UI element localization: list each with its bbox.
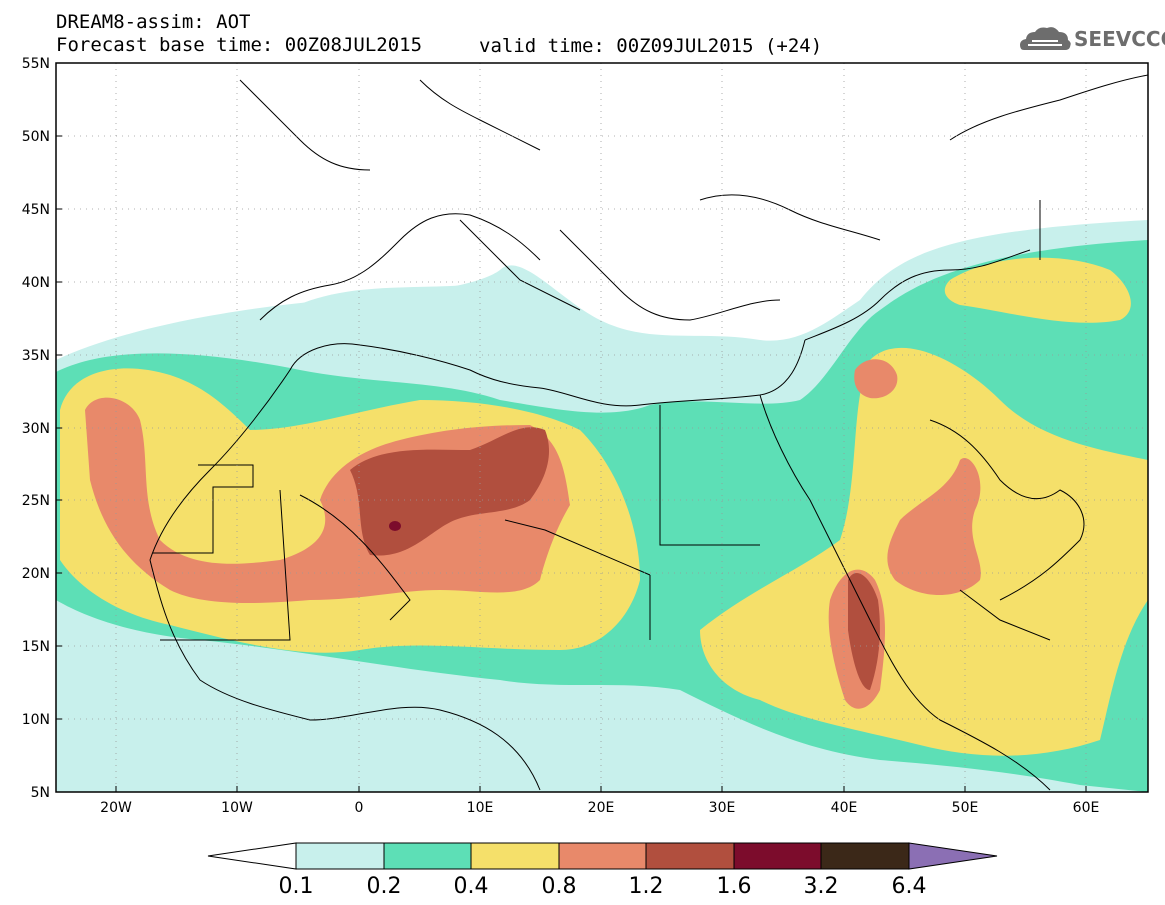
lat-label: 20N	[22, 566, 50, 582]
cloud-icon	[1020, 27, 1071, 50]
colorbar-labels: 0.1 0.2 0.4 0.8 1.2 1.6 3.2 6.4	[279, 874, 927, 899]
colorbar-label: 0.8	[542, 874, 577, 899]
aot-band-0.8-iraq	[854, 359, 898, 399]
lat-label: 50N	[22, 129, 50, 145]
lon-label: 10W	[221, 800, 253, 816]
lat-label: 10N	[22, 712, 50, 728]
coastlines	[149, 74, 1148, 791]
lat-label: 55N	[22, 56, 50, 72]
colorbar-bin	[558, 842, 647, 870]
colorbar-bin	[645, 842, 735, 870]
tick-marks	[56, 62, 1087, 793]
colorbar-label: 0.4	[454, 874, 489, 899]
colorbar-over-arrow	[908, 842, 998, 870]
lat-label: 45N	[22, 202, 50, 218]
valid-time: valid time: 00Z09JUL2015 (+24)	[479, 35, 823, 57]
lat-label: 25N	[22, 493, 50, 509]
logo-text: SEEVCCC	[1074, 27, 1165, 51]
lon-label: 30E	[709, 800, 736, 816]
aot-band-0.1-north	[270, 284, 501, 328]
colorbar-label: 3.2	[804, 874, 839, 899]
lon-label: 20W	[100, 800, 132, 816]
aot-field	[56, 63, 1148, 792]
grid	[56, 63, 1148, 792]
aot-band-0.8-arabia	[887, 458, 981, 595]
lat-label: 40N	[22, 275, 50, 291]
lat-label: 5N	[31, 785, 50, 801]
lat-label: 30N	[22, 421, 50, 437]
map-title: DREAM8-assim: AOT	[56, 11, 251, 33]
lat-label: 35N	[22, 348, 50, 364]
lon-label: 20E	[588, 800, 615, 816]
forecast-base-time: Forecast base time: 00Z08JUL2015	[56, 34, 423, 56]
aot-band-0.4-caspian	[944, 257, 1131, 323]
lon-label: 50E	[952, 800, 979, 816]
colorbar-bin	[733, 842, 822, 870]
lon-labels: 20W 10W 0 10E 20E 30E 40E 50E 60E	[100, 800, 1099, 816]
colorbar-bin	[383, 842, 472, 870]
lat-label: 15N	[22, 639, 50, 655]
colorbar-label: 0.2	[367, 874, 402, 899]
lon-label: 40E	[831, 800, 858, 816]
aot-band-1.2-redsea	[848, 572, 880, 690]
lon-label: 10E	[467, 800, 494, 816]
lon-label: 60E	[1073, 800, 1100, 816]
aot-band-1.6	[389, 521, 401, 531]
colorbar-bin	[820, 842, 910, 870]
colorbar-bin	[470, 842, 560, 870]
colorbar-under-arrow	[207, 842, 297, 870]
colorbar-label: 1.6	[717, 874, 752, 899]
lon-label: 0	[355, 800, 364, 816]
colorbar-label: 1.2	[629, 874, 664, 899]
colorbar-label: 0.1	[279, 874, 314, 899]
aot-band-0.8	[85, 397, 570, 603]
colorbar	[207, 842, 998, 870]
colorbar-bin	[295, 842, 385, 870]
lat-labels: 55N 50N 45N 40N 35N 30N 25N 20N 15N 10N …	[22, 56, 50, 801]
colorbar-label: 6.4	[892, 874, 927, 899]
